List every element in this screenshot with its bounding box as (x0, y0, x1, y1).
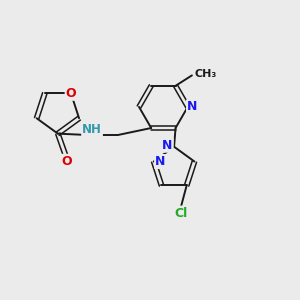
Text: N: N (162, 139, 173, 152)
Text: O: O (61, 155, 72, 168)
Text: O: O (66, 87, 76, 100)
Text: N: N (187, 100, 197, 113)
Text: CH₃: CH₃ (194, 69, 217, 79)
Text: Cl: Cl (174, 207, 187, 220)
Text: NH: NH (82, 123, 102, 136)
Text: N: N (155, 155, 165, 168)
